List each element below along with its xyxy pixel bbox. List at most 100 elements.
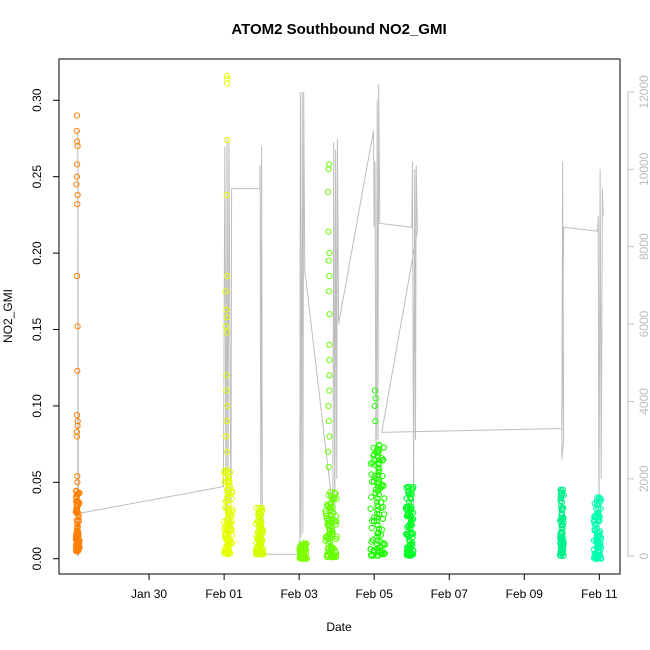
data-point <box>375 460 382 468</box>
data-point <box>74 367 81 374</box>
data-point <box>74 528 82 536</box>
data-point <box>594 536 602 543</box>
data-point <box>407 552 414 559</box>
data-point <box>407 529 414 536</box>
data-point <box>597 498 604 505</box>
data-point <box>225 512 232 520</box>
data-point <box>374 479 381 487</box>
data-point <box>224 535 231 543</box>
data-point <box>222 323 229 330</box>
data-point <box>328 550 336 557</box>
data-point <box>373 510 381 517</box>
data-point <box>326 538 334 546</box>
plot-frame <box>58 58 621 575</box>
data-point <box>559 525 566 533</box>
data-point <box>326 161 333 168</box>
chart-title: ATOM2 Southbound NO2_GMI <box>231 21 446 38</box>
data-point <box>374 487 382 494</box>
data-point <box>558 487 565 494</box>
data-point <box>326 272 333 280</box>
data-point <box>224 493 231 500</box>
y-tick-label: 0.15 <box>30 317 44 341</box>
x-axis-label: Date <box>326 620 352 634</box>
data-point <box>378 547 386 555</box>
data-point <box>255 512 262 520</box>
data-point <box>408 491 415 498</box>
data-point <box>73 505 80 513</box>
data-point <box>375 548 382 555</box>
data-point <box>371 402 378 409</box>
x-tick-label: Jan 30 <box>131 587 167 601</box>
data-point <box>75 544 82 551</box>
data-point <box>73 272 81 280</box>
data-point <box>224 550 231 558</box>
data-point <box>373 499 381 506</box>
y-tick-label: 0.30 <box>30 88 44 112</box>
y-tick-label: 0.00 <box>30 547 44 571</box>
data-point <box>375 464 382 471</box>
data-point <box>380 444 388 451</box>
data-point <box>370 552 377 559</box>
data-point <box>325 448 332 455</box>
data-point <box>323 512 330 520</box>
data-point <box>257 520 264 527</box>
data-point <box>224 402 231 409</box>
data-point <box>325 463 332 471</box>
data-point <box>406 483 413 491</box>
data-point <box>224 470 231 478</box>
data-point <box>371 387 378 394</box>
data-point <box>325 288 332 295</box>
data-point <box>559 529 566 536</box>
x-tick-label: Feb 03 <box>280 587 318 601</box>
data-point <box>256 531 263 539</box>
data-point <box>225 531 232 539</box>
data-point <box>374 521 381 529</box>
data-point <box>594 528 601 536</box>
data-point <box>593 525 600 532</box>
data-point <box>74 191 81 199</box>
data-point <box>74 479 81 486</box>
data-point <box>74 473 81 480</box>
data-point <box>325 418 332 425</box>
x-tick-label: Feb 05 <box>356 587 394 601</box>
flight-series-1 <box>72 112 83 555</box>
data-point <box>300 540 307 547</box>
data-point <box>225 539 232 546</box>
data-point <box>326 357 333 364</box>
data-point <box>406 544 413 552</box>
data-point <box>256 524 263 531</box>
data-point <box>331 489 338 496</box>
data-point <box>557 533 565 540</box>
data-point <box>559 491 566 498</box>
y-axis-label: NO2_GMI <box>1 289 15 343</box>
data-point <box>374 495 381 502</box>
data-point <box>368 471 375 478</box>
data-point <box>222 523 229 531</box>
y-tick-label: 0.10 <box>30 394 44 418</box>
data-point <box>326 433 333 440</box>
data-point <box>375 525 383 533</box>
data-point <box>373 518 381 525</box>
data-point <box>410 483 417 490</box>
data-point <box>73 112 81 119</box>
data-point <box>73 509 80 517</box>
data-point <box>375 441 383 449</box>
data-point <box>375 449 382 456</box>
data-point <box>223 448 230 455</box>
data-point <box>370 514 378 521</box>
data-point <box>74 547 81 555</box>
data-point <box>327 500 335 507</box>
data-point <box>223 329 230 336</box>
data-point <box>593 498 600 505</box>
data-point <box>407 495 414 502</box>
data-point <box>559 544 567 552</box>
data-point <box>299 551 306 559</box>
data-point <box>74 323 81 330</box>
y2-tick-label: 12000 <box>637 75 650 109</box>
y2-tick-label: 2000 <box>637 465 650 492</box>
data-point <box>407 518 415 525</box>
data-point <box>223 433 230 440</box>
data-point <box>224 547 231 554</box>
data-point <box>558 499 566 506</box>
data-point <box>325 257 332 264</box>
